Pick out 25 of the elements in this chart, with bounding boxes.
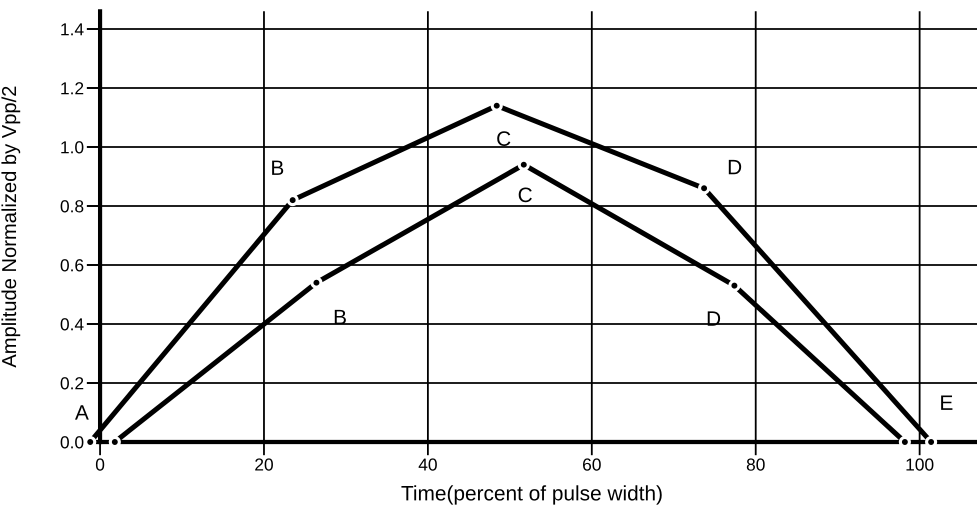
annotation: E (941, 396, 952, 410)
annotation: D (728, 160, 742, 174)
x-axis-title: Time(percent of pulse width) (401, 485, 662, 505)
y-tick-label: 1.0 (61, 141, 84, 154)
point (310, 276, 322, 289)
annotation: B (272, 160, 284, 175)
y-tick-label: 0.4 (60, 318, 84, 330)
y-tick-label: 1.2 (61, 82, 84, 94)
y-axis-title: Amplitude Normalized by Vpp/2 (1, 86, 20, 368)
x-tick-label: 40 (418, 458, 437, 471)
y-tick-label: 1.4 (61, 23, 84, 36)
point (286, 194, 299, 206)
annotation: A (74, 405, 89, 420)
point (728, 280, 740, 292)
y-tick-label: 0.2 (60, 377, 84, 390)
y-tick-label: 0.8 (60, 200, 84, 212)
x-tick-label: 100 (906, 458, 934, 471)
annotation: C (497, 131, 510, 146)
x-tick-label: 60 (583, 458, 601, 471)
y-tick-label: 0.0 (60, 436, 84, 448)
x-tick-label: 80 (746, 458, 765, 471)
x-tick-label: 0 (96, 458, 104, 471)
y-tick-label: 0.6 (60, 259, 84, 272)
annotation: C (518, 187, 532, 202)
x-tick-label: 20 (255, 458, 273, 471)
